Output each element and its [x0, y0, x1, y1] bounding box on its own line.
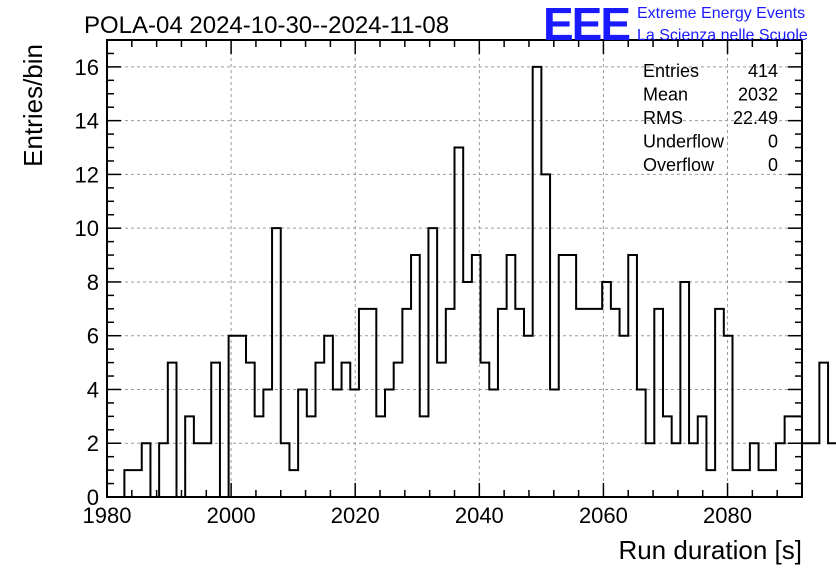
- histogram-series: [107, 65, 836, 498]
- y-tick-label: 4: [87, 377, 99, 402]
- y-tick-label: 8: [87, 270, 99, 295]
- tick-labels: 1980 2000 2020 2040 2060 2080 0 2 4 6 8 10 12 14 16: [75, 55, 752, 528]
- y-tick-label: 12: [75, 162, 99, 187]
- y-tick-label: 2: [87, 431, 99, 456]
- eee-logo: EEE Extreme Energy Events La Scienza nel…: [543, 0, 808, 50]
- y-axis-title: Entries/bin: [18, 44, 48, 167]
- stats-label: Underflow: [643, 132, 725, 152]
- stats-label: Entries: [643, 61, 699, 81]
- x-tick-label: 2020: [331, 503, 380, 528]
- stats-box: Entries 414 Mean 2032 RMS 22.49 Underflow 0 Over…: [643, 61, 778, 175]
- axis-ticks: [106, 39, 803, 498]
- logo-line1: Extreme Energy Events: [637, 5, 805, 22]
- x-axis-title: Run duration [s]: [618, 535, 802, 565]
- stats-label: Mean: [643, 85, 688, 105]
- stats-value: 0: [768, 132, 778, 152]
- stats-value: 22.49: [733, 108, 778, 128]
- y-tick-label: 6: [87, 324, 99, 349]
- stats-value: 2032: [738, 85, 778, 105]
- x-tick-label: 2060: [579, 503, 628, 528]
- x-tick-label: 2080: [703, 503, 752, 528]
- y-tick-label: 10: [75, 216, 99, 241]
- y-tick-label: 16: [75, 55, 99, 80]
- x-tick-label: 2000: [207, 503, 256, 528]
- stats-label: Overflow: [643, 155, 715, 175]
- x-tick-label: 2040: [455, 503, 504, 528]
- logo-letters: EEE: [543, 0, 629, 50]
- x-tick-label: 1980: [83, 503, 132, 528]
- stats-label: RMS: [643, 108, 683, 128]
- stats-value: 0: [768, 155, 778, 175]
- logo-line2: La Scienza nelle Scuole: [637, 27, 808, 44]
- y-tick-label: 14: [75, 109, 99, 134]
- y-tick-label: 0: [87, 485, 99, 510]
- chart-title: POLA-04 2024-10-30--2024-11-08: [84, 12, 449, 39]
- stats-value: 414: [748, 61, 778, 81]
